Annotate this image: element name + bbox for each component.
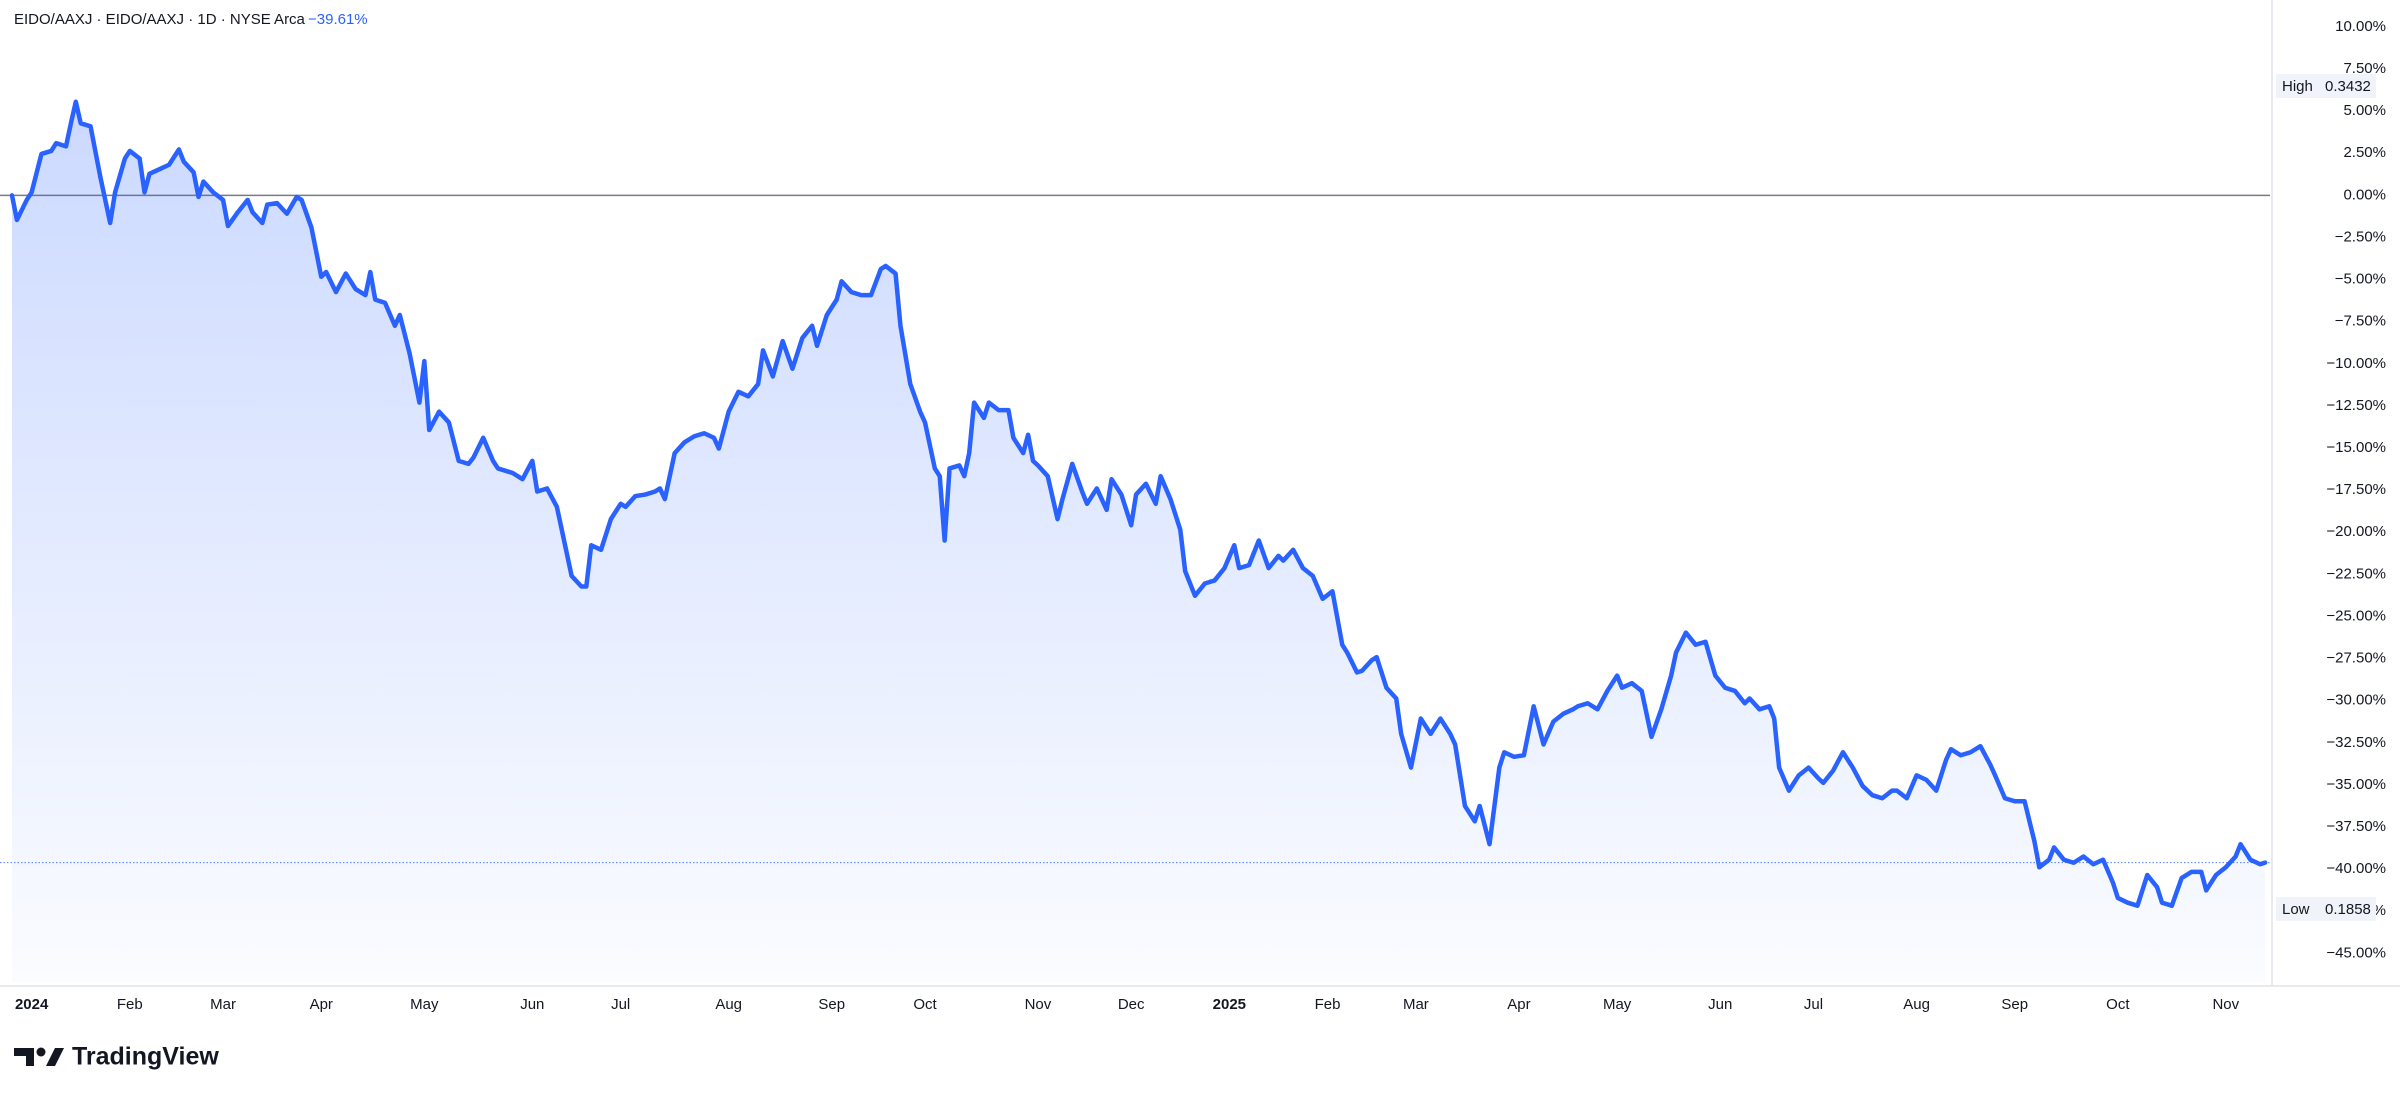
high-box-bg: [2276, 74, 2376, 98]
plot-area: [0, 99, 2270, 983]
y-tick-label: −32.50%: [2326, 734, 2386, 751]
y-tick-label: −22.50%: [2326, 565, 2386, 582]
x-tick-label: May: [1603, 996, 1632, 1013]
y-tick-label: −17.50%: [2326, 481, 2386, 498]
logo: TradingView: [14, 1043, 219, 1071]
y-tick-label: −45.00%: [2326, 944, 2386, 961]
x-tick-label: Aug: [1903, 996, 1930, 1013]
x-tick-label: Jun: [1708, 996, 1732, 1013]
x-tick-label: 2025: [1213, 996, 1246, 1013]
high-value: 0.3432: [2325, 78, 2371, 95]
x-tick-label: Sep: [2001, 996, 2028, 1013]
x-tick-label: Jul: [1804, 996, 1823, 1013]
low-box-bg: [2276, 897, 2376, 921]
y-tick-label: −2.50%: [2335, 228, 2386, 245]
x-tick-label: Feb: [1315, 996, 1341, 1013]
x-tick-label: May: [410, 996, 439, 1013]
y-tick-label: −35.00%: [2326, 776, 2386, 793]
high-box: High 0.3432: [2276, 74, 2376, 98]
x-tick-label: Dec: [1118, 996, 1145, 1013]
low-value: 0.1858: [2325, 901, 2371, 918]
price-line: [9, 99, 2268, 908]
x-tick-label: Mar: [1403, 996, 1429, 1013]
x-tick-label: Nov: [1025, 996, 1052, 1013]
x-tick-label: Feb: [117, 996, 143, 1013]
y-tick-label: −12.50%: [2326, 397, 2386, 414]
y-tick-label: −5.00%: [2335, 271, 2386, 288]
axes: 10.00% 7.50% 5.00% 2.50% 0.00% −2.50% −5.00% −7…: [15, 18, 2386, 1013]
low-label: Low: [2282, 901, 2310, 918]
x-tick-label: Aug: [715, 996, 742, 1013]
x-tick-label: Jul: [611, 996, 630, 1013]
logo-icon-bar: [14, 1048, 34, 1066]
y-tick-label: −15.00%: [2326, 439, 2386, 456]
x-tick-label: Jun: [520, 996, 544, 1013]
logo-icon-dot: [36, 1047, 46, 1057]
y-tick-label: −10.00%: [2326, 355, 2386, 372]
y-tick-label: 0.00%: [2343, 186, 2386, 203]
logo-icon-slash: [46, 1048, 64, 1066]
y-tick-label: −25.00%: [2326, 607, 2386, 624]
high-label: High: [2282, 78, 2313, 95]
x-tick-label: Apr: [1507, 996, 1530, 1013]
low-box: Low 0.1858: [2276, 897, 2376, 921]
y-tick-label: −37.50%: [2326, 818, 2386, 835]
y-tick-label: −20.00%: [2326, 523, 2386, 540]
x-tick-label: Sep: [818, 996, 845, 1013]
x-tick-label: Oct: [2106, 996, 2130, 1013]
y-tick-label: −40.00%: [2326, 860, 2386, 877]
logo-text: TradingView: [72, 1043, 219, 1071]
y-tick-label: −30.00%: [2326, 692, 2386, 709]
area-fill: [12, 101, 2266, 983]
x-tick-label: 2024: [15, 996, 49, 1013]
x-tick-label: Mar: [210, 996, 236, 1013]
x-tick-label: Nov: [2212, 996, 2239, 1013]
y-tick-label: −27.50%: [2326, 650, 2386, 667]
change-label: −39.61%: [308, 11, 368, 28]
x-tick-label: Apr: [310, 996, 333, 1013]
chart-title: EIDO/AAXJ · EIDO/AAXJ · 1D · NYSE Arca: [14, 11, 306, 28]
y-tick-label: 10.00%: [2335, 18, 2386, 35]
y-tick-label: 7.50%: [2343, 60, 2386, 77]
x-tick-label: Oct: [913, 996, 937, 1013]
y-tick-label: −7.50%: [2335, 313, 2386, 330]
y-tick-label: 5.00%: [2343, 102, 2386, 119]
y-tick-label: 2.50%: [2343, 144, 2386, 161]
